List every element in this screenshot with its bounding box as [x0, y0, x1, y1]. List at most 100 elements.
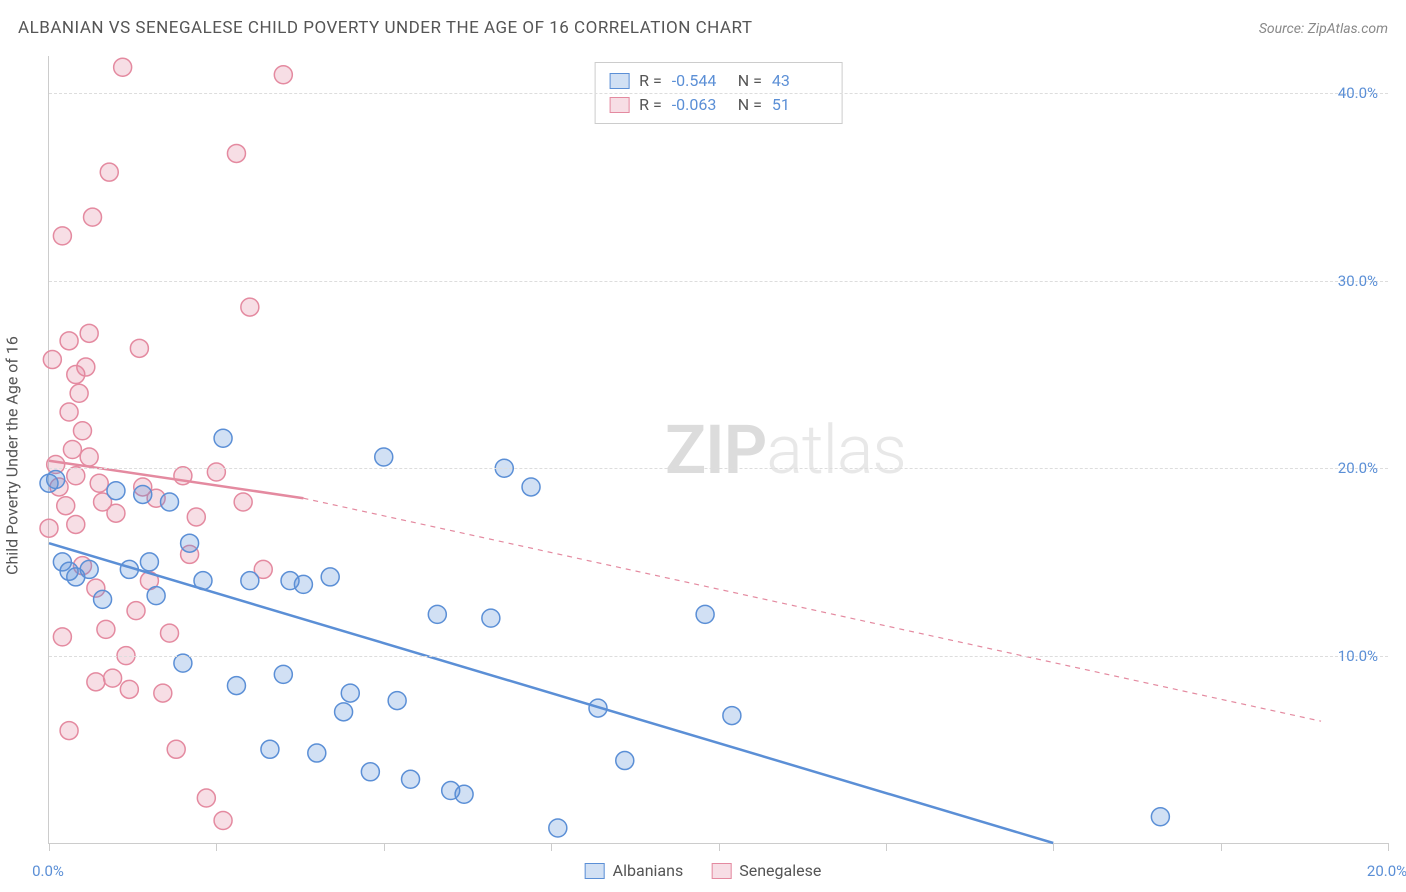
- legend-r-senegalese: -0.063: [672, 93, 728, 117]
- scatter-point: [402, 770, 420, 788]
- scatter-svg: [49, 56, 1388, 843]
- trend-line-extrapolated: [303, 498, 1321, 721]
- scatter-point: [107, 482, 125, 500]
- y-tick-label: 20.0%: [1338, 459, 1378, 477]
- scatter-point: [154, 684, 172, 702]
- legend-r-label: R =: [639, 69, 662, 93]
- scatter-point: [140, 553, 158, 571]
- scatter-point: [87, 673, 105, 691]
- scatter-point: [107, 504, 125, 522]
- legend-r-albanians: -0.544: [672, 69, 728, 93]
- scatter-point: [80, 448, 98, 466]
- x-tick: [1221, 843, 1222, 851]
- scatter-point: [214, 429, 232, 447]
- scatter-point: [261, 740, 279, 758]
- scatter-point: [549, 819, 567, 837]
- scatter-point: [60, 332, 78, 350]
- trend-line: [49, 461, 303, 498]
- scatter-point: [174, 654, 192, 672]
- legend-n-senegalese: 51: [772, 93, 828, 117]
- scatter-point: [90, 474, 108, 492]
- scatter-point: [80, 324, 98, 342]
- legend-item-senegalese: Senegalese: [711, 861, 821, 880]
- scatter-point: [197, 789, 215, 807]
- scatter-point: [80, 560, 98, 578]
- legend-label-albanians: Albanians: [613, 861, 684, 880]
- scatter-point: [522, 478, 540, 496]
- scatter-point: [375, 448, 393, 466]
- scatter-point: [67, 515, 85, 533]
- legend-r-label-2: R =: [639, 93, 662, 117]
- grid-line: [49, 656, 1388, 657]
- x-tick: [551, 843, 552, 851]
- source-attribution: Source: ZipAtlas.com: [1259, 21, 1388, 37]
- scatter-point: [53, 628, 71, 646]
- scatter-point: [187, 508, 205, 526]
- scatter-point: [335, 703, 353, 721]
- scatter-point: [161, 624, 179, 642]
- legend-item-albanians: Albanians: [585, 861, 684, 880]
- scatter-point: [167, 740, 185, 758]
- scatter-point: [616, 752, 634, 770]
- swatch-albanians-bottom: [585, 863, 605, 879]
- legend-label-senegalese: Senegalese: [739, 861, 821, 880]
- legend-row-senegalese: R = -0.063 N = 51: [609, 93, 828, 117]
- scatter-point: [40, 519, 58, 537]
- scatter-point: [70, 384, 88, 402]
- legend-row-albanians: R = -0.544 N = 43: [609, 69, 828, 93]
- x-tick: [49, 843, 50, 851]
- scatter-point: [43, 351, 61, 369]
- scatter-point: [161, 493, 179, 511]
- scatter-point: [60, 722, 78, 740]
- chart-plot-area: ZIPatlas R = -0.544 N = 43 R = -0.063 N …: [48, 56, 1388, 844]
- grid-line: [49, 468, 1388, 469]
- scatter-point: [234, 493, 252, 511]
- scatter-point: [696, 605, 714, 623]
- x-tick-label: 20.0%: [1367, 862, 1406, 880]
- swatch-senegalese: [609, 97, 629, 113]
- y-axis-label: Child Poverty Under the Age of 16: [3, 336, 22, 575]
- scatter-point: [94, 590, 112, 608]
- scatter-point: [57, 497, 75, 515]
- y-tick-label: 40.0%: [1338, 84, 1378, 102]
- legend-n-label-2: N =: [738, 93, 762, 117]
- y-tick-label: 30.0%: [1338, 272, 1378, 290]
- scatter-point: [274, 66, 292, 84]
- scatter-point: [321, 568, 339, 586]
- x-tick: [216, 843, 217, 851]
- legend-n-albanians: 43: [772, 69, 828, 93]
- scatter-point: [294, 575, 312, 593]
- chart-title: ALBANIAN VS SENEGALESE CHILD POVERTY UND…: [18, 18, 752, 38]
- scatter-point: [227, 144, 245, 162]
- scatter-point: [341, 684, 359, 702]
- x-tick: [384, 843, 385, 851]
- scatter-point: [227, 677, 245, 695]
- scatter-point: [361, 763, 379, 781]
- scatter-point: [207, 463, 225, 481]
- scatter-point: [130, 339, 148, 357]
- scatter-point: [482, 609, 500, 627]
- scatter-point: [147, 587, 165, 605]
- x-tick-label: 0.0%: [32, 862, 64, 880]
- x-tick: [1388, 843, 1389, 851]
- grid-line: [49, 93, 1388, 94]
- scatter-point: [428, 605, 446, 623]
- scatter-point: [214, 812, 232, 830]
- scatter-point: [60, 403, 78, 421]
- scatter-point: [84, 208, 102, 226]
- scatter-point: [104, 669, 122, 687]
- scatter-point: [388, 692, 406, 710]
- x-tick: [719, 843, 720, 851]
- scatter-point: [67, 467, 85, 485]
- scatter-point: [181, 534, 199, 552]
- scatter-point: [308, 744, 326, 762]
- title-bar: ALBANIAN VS SENEGALESE CHILD POVERTY UND…: [18, 18, 1388, 38]
- scatter-point: [723, 707, 741, 725]
- x-tick: [1053, 843, 1054, 851]
- scatter-point: [97, 620, 115, 638]
- scatter-point: [274, 665, 292, 683]
- grid-line: [49, 281, 1388, 282]
- series-legend: Albanians Senegalese: [585, 861, 822, 880]
- scatter-point: [241, 298, 259, 316]
- scatter-point: [127, 602, 145, 620]
